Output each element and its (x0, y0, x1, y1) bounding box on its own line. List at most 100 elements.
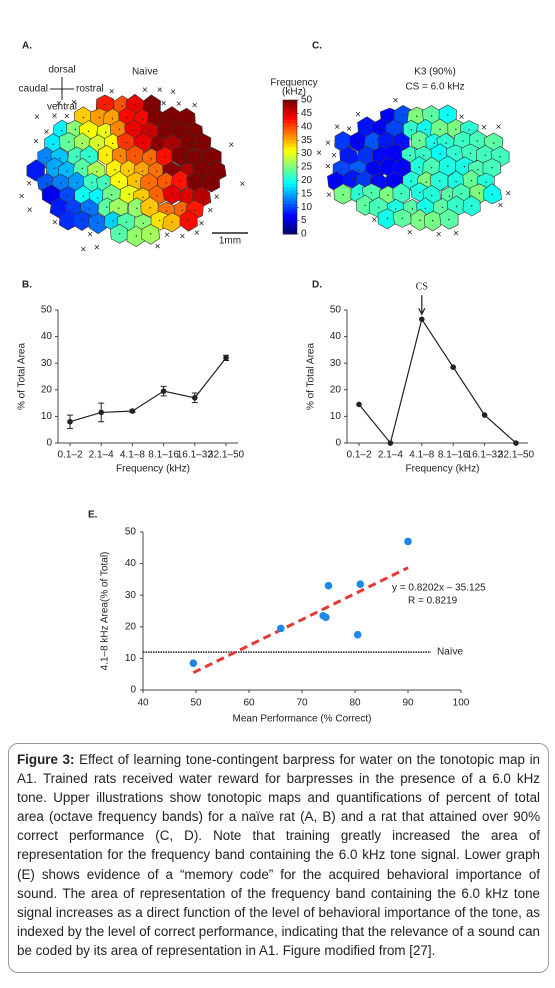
unit-dot (430, 115, 433, 117)
unit-dot (194, 157, 196, 159)
unit-dot (165, 128, 168, 130)
colorbar-tick-label: 10 (301, 202, 313, 213)
x-tick-label: 2.1–4 (378, 450, 403, 461)
unit-dot (470, 205, 473, 207)
unit-dot (401, 167, 404, 170)
point (189, 659, 198, 667)
unit-dot (148, 130, 151, 133)
colorbar-swatch (283, 230, 297, 235)
unit-dot (335, 180, 338, 183)
colorbar-swatch (283, 150, 297, 155)
colorbar-swatch (283, 103, 297, 108)
unit-x: × (505, 189, 511, 200)
compass-label: ventral (47, 102, 77, 113)
unit-dot (411, 208, 414, 210)
colorbar-tick-label: 20 (301, 175, 313, 186)
colorbar-swatch (283, 167, 297, 171)
unit-dot (88, 156, 91, 158)
unit-x: × (94, 243, 100, 254)
x-axis-label: Frequency (kHz) (406, 464, 480, 475)
unit-dot (200, 168, 203, 170)
y-axis-label: % of Total Area (17, 343, 28, 411)
unit-x: × (346, 124, 352, 135)
colorbar-swatch (283, 190, 297, 195)
unit-dot (370, 192, 373, 194)
map-title: Naïve (132, 67, 159, 78)
unit-dot (365, 155, 368, 157)
unit-dot (74, 128, 77, 131)
unit-x: × (44, 127, 50, 138)
colorbar-tick-label: 15 (301, 188, 313, 199)
colorbar-swatch (283, 113, 297, 118)
unit-dot (491, 193, 493, 196)
unit-dot (216, 170, 218, 172)
colorbar-swatch (283, 193, 297, 198)
y-tick-label: 10 (125, 653, 137, 664)
unit-x: × (27, 205, 33, 216)
unit-x: × (109, 87, 115, 98)
unit-dot (418, 166, 420, 169)
unit-dot (439, 128, 441, 130)
colorbar-swatch (283, 170, 297, 175)
unit-dot (148, 182, 150, 184)
point (353, 630, 362, 639)
unit-dot (455, 205, 458, 208)
unit-x: × (316, 148, 322, 159)
point (322, 613, 330, 622)
unit-dot (402, 114, 404, 117)
unit-dot (469, 152, 472, 155)
unit-dot (423, 155, 425, 157)
unit-dot (142, 222, 144, 224)
unit-dot (493, 142, 495, 144)
unit-x: × (459, 112, 465, 123)
colorbar-tick-label: 30 (301, 148, 313, 159)
caption: Figure 3: Effect of learning tone-contin… (8, 743, 549, 973)
unit-dot (193, 131, 195, 133)
colorbar-swatch (283, 177, 297, 181)
unit-dot (439, 180, 441, 182)
unit-dot (180, 131, 183, 133)
caption-text: Effect of learning tone-contingent barpr… (17, 752, 540, 958)
unit-dot (59, 157, 61, 160)
unit-dot (358, 193, 360, 195)
compass-label: rostral (76, 84, 104, 95)
unit-dot (75, 155, 78, 158)
unit-dot (445, 142, 447, 144)
point (356, 401, 362, 408)
y-tick-label: 30 (41, 358, 53, 369)
unit-dot (125, 141, 127, 144)
point (67, 418, 73, 425)
unit-x: × (331, 151, 337, 162)
colorbar-swatch (283, 197, 297, 201)
unit-dot (416, 115, 418, 117)
unit-x: × (87, 229, 93, 240)
x-tick-label: 16.1–32 (177, 450, 214, 461)
unit-x: × (64, 112, 70, 123)
unit-dot (98, 116, 101, 119)
unit-dot (150, 157, 153, 160)
colorbar-swatch (283, 160, 297, 165)
unit-dot (194, 181, 196, 183)
unit-dot (211, 156, 213, 158)
unit-dot (378, 182, 380, 184)
unit-dot (53, 167, 56, 169)
fit-line (192, 566, 409, 675)
unit-dot (91, 182, 93, 184)
unit-x: × (371, 215, 377, 226)
unit-dot (117, 207, 120, 209)
point (192, 394, 198, 401)
colorbar-swatch (283, 153, 297, 158)
y-tick-label: 30 (330, 358, 342, 369)
unit-x: × (170, 87, 176, 98)
unit-x: × (176, 99, 182, 110)
colorbar-swatch (283, 106, 297, 111)
unit-x: × (52, 218, 58, 229)
y-tick-label: 20 (125, 621, 137, 632)
unit-dot (81, 167, 84, 170)
unit-x: × (142, 85, 148, 96)
unit-dot (424, 128, 427, 131)
unit-x: × (34, 112, 40, 123)
x-tick-label: 0.1–2 (57, 450, 82, 461)
unit-dot (410, 180, 412, 182)
